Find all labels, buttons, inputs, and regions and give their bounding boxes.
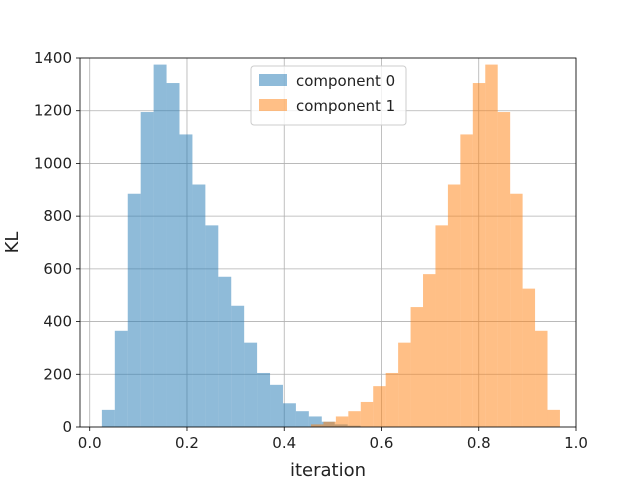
- histogram-bar-component-1: [410, 307, 424, 427]
- legend-box: [250, 65, 407, 126]
- histogram-bar-component-0: [308, 416, 322, 427]
- histogram-bar-component-1: [335, 416, 349, 427]
- x-tick-label: 0.2: [175, 434, 199, 452]
- histogram-bar-component-0: [179, 134, 193, 427]
- histogram-bar-component-0: [231, 305, 245, 427]
- x-tick-label: 0.4: [272, 434, 296, 452]
- histogram-bar-component-0: [114, 330, 128, 427]
- histogram-bar-component-0: [192, 184, 206, 427]
- histogram-bar-component-0: [101, 409, 115, 427]
- histogram-bar-component-1: [472, 83, 486, 428]
- histogram-bar-component-0: [295, 411, 309, 427]
- histogram-bar-component-1: [497, 112, 511, 428]
- y-axis-label: KL: [2, 232, 23, 254]
- histogram-bar-component-1: [423, 274, 436, 427]
- y-tick-label: 400: [43, 313, 72, 331]
- legend-label: component 1: [296, 97, 395, 115]
- legend-swatch: [259, 74, 287, 86]
- x-tick-label: 0.0: [78, 434, 102, 452]
- histogram-bar-component-1: [547, 409, 560, 427]
- histogram-bar-component-1: [373, 386, 386, 427]
- histogram-bar-component-1: [522, 288, 536, 427]
- x-tick-label: 1.0: [564, 434, 588, 452]
- x-axis-label: iteration: [290, 460, 366, 480]
- histogram-bar-component-1: [435, 225, 448, 427]
- histogram-bar-component-1: [323, 421, 336, 427]
- histogram-bar-component-0: [257, 372, 271, 427]
- legend-label: component 0: [296, 72, 395, 90]
- histogram-bar-component-1: [348, 411, 361, 427]
- histogram-bar-component-0: [127, 193, 141, 427]
- histogram-bar-component-0: [270, 384, 283, 427]
- histogram-bar-component-1: [535, 330, 548, 427]
- histogram-bar-component-1: [310, 424, 324, 427]
- histogram-bar-component-1: [447, 184, 461, 427]
- histogram-bar-component-1: [485, 64, 498, 427]
- y-tick-label: 200: [43, 365, 72, 383]
- histogram-bar-component-1: [360, 401, 374, 427]
- histogram-bar-component-0: [244, 342, 258, 427]
- histogram-bar-component-0: [205, 225, 219, 427]
- x-tick-label: 0.8: [467, 434, 491, 452]
- y-tick-label: 800: [43, 207, 72, 225]
- histogram-bar-component-1: [460, 134, 473, 427]
- histogram-bar-component-0: [153, 64, 167, 427]
- plot-frame: [79, 57, 577, 428]
- legend: component 0 component 1: [250, 65, 407, 126]
- x-tick-label: 0.6: [370, 434, 394, 452]
- histogram-bar-component-1: [398, 342, 411, 427]
- histogram-bar-component-0: [140, 112, 154, 428]
- y-tick-label: 0: [62, 418, 72, 436]
- histogram-bar-component-1: [385, 372, 399, 427]
- axis-ticks: 0.0 0.2 0.4 0.6 0.8 1.0 0 200 400 600 800 1000 1200 1…: [34, 49, 588, 452]
- histogram-bar-component-1: [510, 193, 523, 427]
- y-tick-label: 1400: [34, 49, 72, 67]
- y-tick-label: 1000: [34, 154, 72, 172]
- legend-swatch: [259, 99, 287, 111]
- histogram-bar-component-0: [282, 403, 296, 427]
- histogram-bars: [101, 64, 560, 428]
- y-tick-label: 600: [43, 260, 72, 278]
- histogram-bar-component-0: [218, 276, 232, 427]
- y-tick-label: 1200: [34, 102, 72, 120]
- histogram-bar-component-0: [166, 83, 180, 428]
